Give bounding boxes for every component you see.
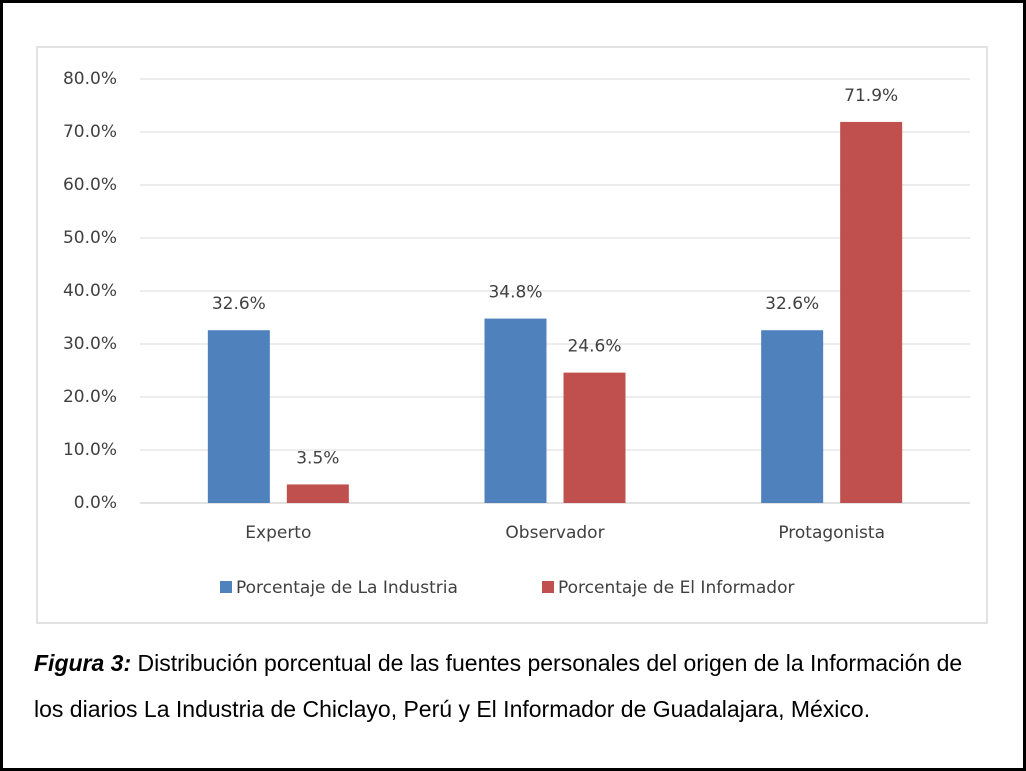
y-tick-label: 70.0% bbox=[63, 122, 117, 142]
caption: Figura 3: Distribución porcentual de las… bbox=[34, 640, 994, 732]
caption-label: Figura 3: bbox=[34, 650, 132, 676]
bar bbox=[484, 318, 547, 503]
chart-area bbox=[36, 46, 988, 624]
y-tick-label: 80.0% bbox=[63, 69, 117, 89]
legend-label: Porcentaje de El Informador bbox=[558, 578, 794, 598]
x-tick-label: Protagonista bbox=[778, 523, 885, 543]
bar bbox=[840, 121, 903, 504]
data-label: 71.9% bbox=[844, 86, 898, 106]
bar bbox=[207, 330, 270, 503]
bar bbox=[286, 484, 349, 503]
y-tick-label: 50.0% bbox=[63, 228, 117, 248]
legend-swatch bbox=[220, 581, 232, 593]
x-tick-label: Observador bbox=[505, 523, 604, 543]
chart: 0.0% 10.0% 20.0% 30.0% 40.0% 50.0% 60.0% 70.0% 8… bbox=[36, 46, 988, 624]
data-label: 3.5% bbox=[296, 448, 339, 468]
y-tick-label: 10.0% bbox=[63, 440, 117, 460]
legend-swatch bbox=[542, 581, 554, 593]
y-tick-label: 30.0% bbox=[63, 334, 117, 354]
bar bbox=[761, 330, 824, 503]
data-label: 32.6% bbox=[765, 294, 819, 314]
y-tick-label: 20.0% bbox=[63, 387, 117, 407]
x-tick-label: Experto bbox=[245, 523, 311, 543]
bar bbox=[563, 372, 626, 503]
data-label: 32.6% bbox=[212, 294, 266, 314]
data-label: 24.6% bbox=[567, 337, 621, 357]
data-label: 34.8% bbox=[488, 283, 542, 303]
y-tick-label: 40.0% bbox=[63, 281, 117, 301]
y-tick-label: 60.0% bbox=[63, 175, 117, 195]
legend-label: Porcentaje de La Industria bbox=[236, 578, 458, 598]
caption-text: Distribución porcentual de las fuentes p… bbox=[34, 650, 963, 722]
y-tick-label: 0.0% bbox=[74, 493, 117, 513]
